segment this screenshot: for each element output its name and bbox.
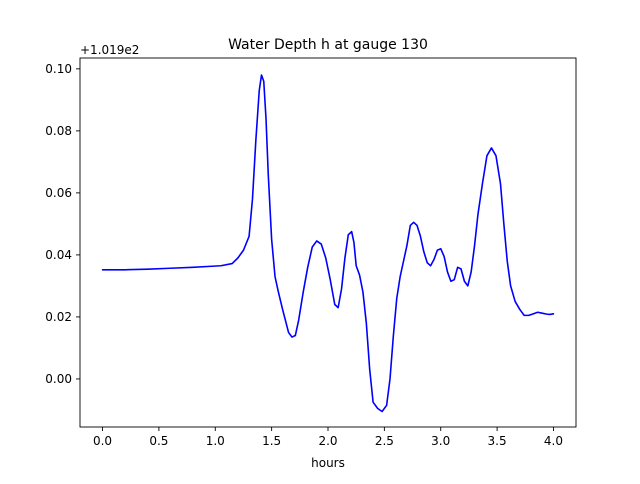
x-tick-label: 0.5 [149,434,168,448]
x-tick-label: 0.0 [93,434,112,448]
series-line [101,74,555,413]
axes-frame [79,57,577,428]
y-tick-label: 0.06 [45,186,72,200]
chart-title: Water Depth h at gauge 130 [228,37,428,53]
x-tick-label: 3.5 [488,434,507,448]
y-tick-label: 0.04 [45,248,72,262]
plot-area: 0.0 0.5 1.0 1.5 2.0 2.5 3.0 3.5 4.0 0.00 0.02 0.04 0… [45,57,577,448]
x-tick-label: 4.0 [544,434,563,448]
x-tick-label: 2.5 [375,434,394,448]
y-tick-label: 0.00 [45,372,72,386]
x-tick-label: 1.0 [206,434,225,448]
y-tick-label: 0.10 [45,62,72,76]
x-tick-label: 3.0 [431,434,450,448]
x-axis-label: hours [311,456,345,470]
y-tick-label: 0.02 [45,310,72,324]
y-tick-label: 0.08 [45,124,72,138]
y-offset-label: +1.019e2 [80,43,139,57]
x-tick-label: 1.5 [262,434,281,448]
x-tick-label: 2.0 [318,434,337,448]
